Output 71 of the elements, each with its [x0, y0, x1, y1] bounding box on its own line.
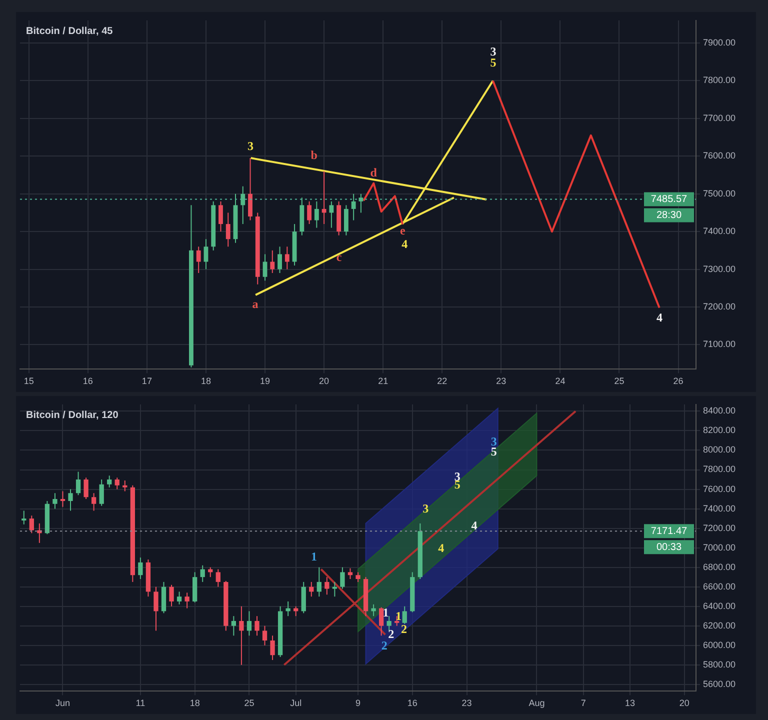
- x-tick-label: 20: [679, 698, 690, 708]
- y-tick-label: 7000.00: [703, 542, 736, 552]
- y-tick-label: 7900.00: [703, 38, 736, 48]
- y-tick-label: 7700.00: [703, 112, 736, 123]
- annotation: 1: [382, 605, 389, 620]
- ref-line-label: 7171.47: [650, 526, 688, 537]
- y-tick-label: 6400.00: [703, 600, 736, 611]
- x-tick-label: 20: [319, 376, 330, 386]
- x-tick-label: 18: [200, 376, 211, 386]
- y-tick-label: 8000.00: [703, 444, 736, 455]
- annotation: 4: [402, 236, 408, 251]
- x-tick-label: 16: [407, 698, 418, 708]
- annotation: 2: [388, 626, 394, 641]
- y-tick-label: 5800.00: [703, 659, 736, 670]
- x-tick-label: 24: [555, 376, 566, 386]
- y-tick-label: 6600.00: [703, 581, 736, 592]
- y-tick-label: 6200.00: [703, 620, 736, 630]
- x-tick-label: Aug: [528, 698, 545, 708]
- y-tick-label: 7400.00: [703, 226, 736, 236]
- y-tick-label: 7100.00: [703, 339, 736, 350]
- x-tick-label: 26: [673, 376, 684, 386]
- x-tick-label: 21: [378, 376, 388, 386]
- y-tick-label: 8400.00: [703, 406, 736, 416]
- x-tick-label: Jul: [290, 698, 302, 708]
- annotation: 4: [471, 518, 478, 532]
- x-tick-label: 9: [355, 698, 361, 708]
- annotation: 4: [438, 540, 444, 555]
- annotation: 1: [311, 550, 318, 564]
- annotation: 28:30: [656, 210, 682, 222]
- y-tick-label: 7600.00: [703, 150, 736, 161]
- y-tick-label: 7500.00: [703, 188, 736, 198]
- annotation: 00:33: [656, 542, 682, 553]
- y-tick-label: 7800.00: [703, 464, 736, 474]
- x-tick-label: 11: [136, 698, 146, 708]
- ref-line-label: 7485.57: [650, 194, 688, 206]
- annotation: 3: [422, 502, 429, 516]
- annotation: 2: [381, 638, 388, 653]
- annotation: 4: [656, 310, 662, 324]
- y-tick-label: 5600.00: [703, 678, 736, 689]
- annotation: b: [310, 148, 318, 162]
- x-tick-label: 7: [580, 698, 586, 708]
- y-tick-label: 7200.00: [703, 522, 736, 533]
- x-tick-label: 16: [82, 376, 93, 386]
- x-tick-label: 25: [614, 376, 624, 386]
- x-tick-label: 17: [142, 376, 152, 386]
- y-tick-label: 7200.00: [703, 301, 736, 312]
- text: Bitcoin / Dollar, 120: [26, 410, 119, 422]
- y-tick-label: 6800.00: [703, 562, 736, 572]
- annotation: a: [252, 297, 258, 312]
- x-tick-label: Jun: [55, 698, 70, 708]
- annotation: 1: [396, 609, 402, 624]
- y-tick-label: 7800.00: [703, 75, 736, 86]
- y-tick-label: 8200.00: [703, 425, 736, 436]
- x-tick-label: 23: [496, 376, 506, 386]
- y-tick-label: 7300.00: [703, 264, 736, 274]
- annotation: 2: [400, 622, 407, 636]
- annotation: e: [400, 224, 406, 238]
- y-tick-label: 6000.00: [703, 640, 736, 650]
- annotation: 3: [248, 138, 254, 153]
- y-tick-label: 7600.00: [703, 484, 736, 494]
- x-tick-label: 18: [190, 698, 200, 708]
- x-tick-label: 19: [260, 376, 270, 386]
- annotation: d: [370, 165, 378, 180]
- y-tick-label: 7400.00: [703, 503, 736, 514]
- x-tick-label: 23: [462, 698, 472, 708]
- x-tick-label: 25: [244, 698, 254, 708]
- text: Bitcoin / Dollar, 45: [26, 26, 114, 38]
- x-tick-label: 13: [624, 698, 635, 708]
- annotation: c: [336, 250, 342, 264]
- x-tick-label: 22: [437, 376, 448, 386]
- x-tick-label: 15: [24, 376, 34, 386]
